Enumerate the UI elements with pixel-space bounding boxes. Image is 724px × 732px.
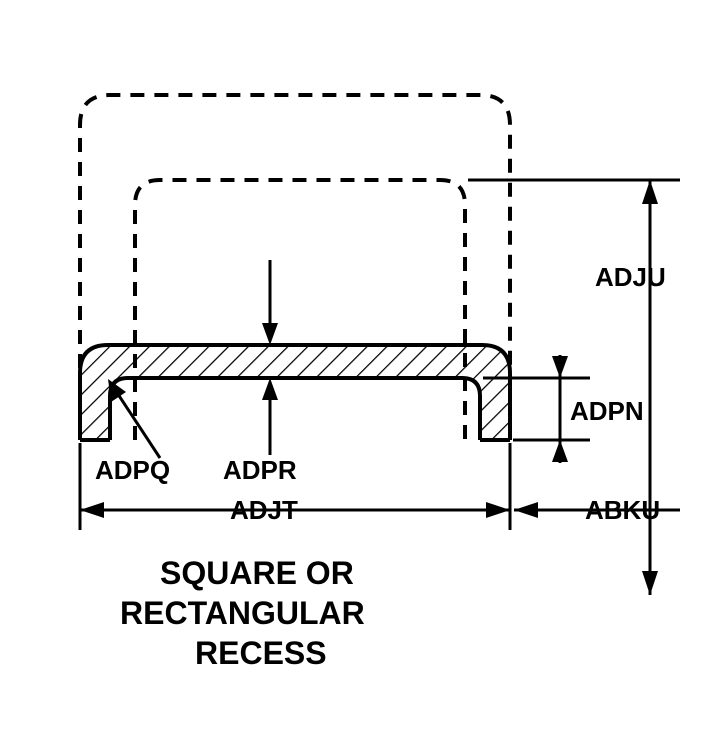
- label-adju: ADJU: [595, 262, 666, 293]
- label-adpr: ADPR: [223, 455, 297, 486]
- label-abku: ABKU: [585, 495, 660, 526]
- title-line2: RECTANGULAR: [120, 595, 365, 632]
- outer-dashed-outline: [80, 95, 510, 440]
- inner-dashed-outline: [135, 180, 465, 440]
- label-adpn: ADPN: [570, 396, 644, 427]
- title-line3: RECESS: [195, 635, 327, 672]
- cross-section: [80, 345, 510, 440]
- diagram-canvas: ADJU ADPN ABKU ADJT ADPR ADPQ SQUARE OR …: [0, 0, 724, 732]
- label-adjt: ADJT: [230, 495, 298, 526]
- title-line1: SQUARE OR: [160, 555, 354, 592]
- label-adpq: ADPQ: [95, 455, 170, 486]
